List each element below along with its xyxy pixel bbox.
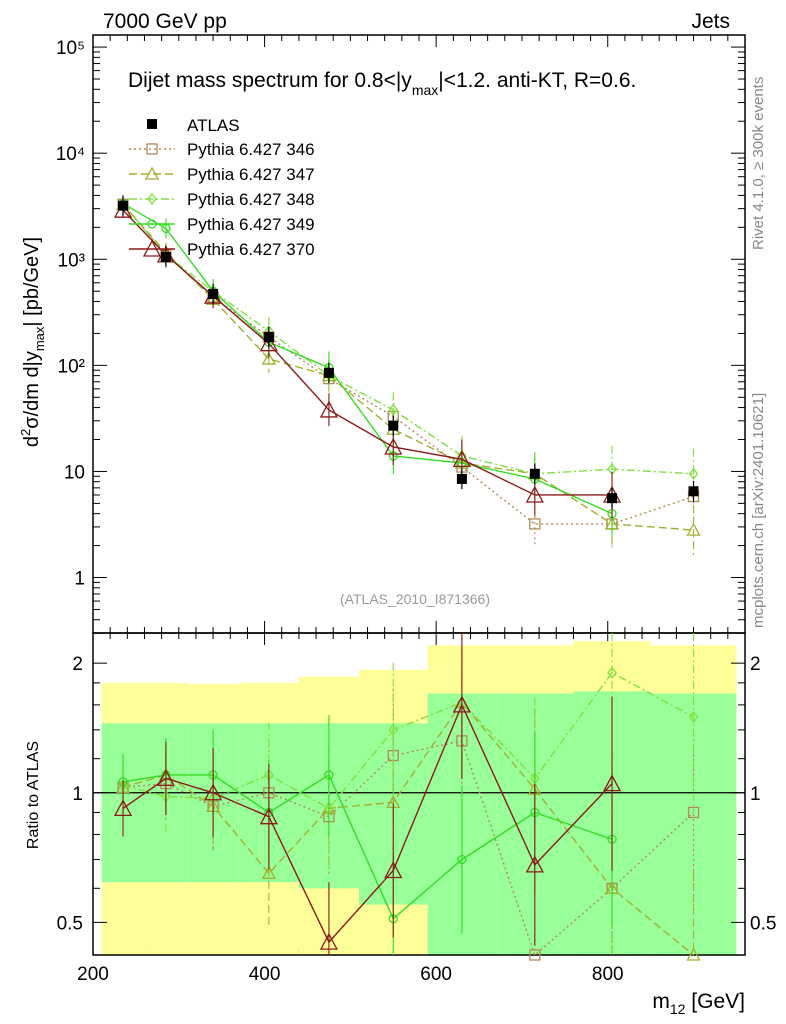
series-point — [319, 400, 339, 418]
y-tick-label: 10⁵ — [56, 38, 85, 59]
ratio-tick-label: 0.5 — [750, 913, 776, 934]
ratio-tick-label: 0.5 — [57, 913, 83, 934]
data-point — [208, 289, 219, 300]
ratio-point — [687, 806, 700, 819]
ratio-point — [529, 949, 541, 961]
data-point — [118, 200, 129, 211]
data-point — [456, 473, 467, 484]
ratio-point — [204, 783, 223, 801]
ratio-panel-frame — [92, 632, 746, 956]
series-point — [259, 334, 278, 352]
ratio-y-axis-label: Ratio to ATLAS — [25, 741, 42, 849]
legend-marker — [147, 219, 157, 229]
x-tick-label: 200 — [77, 964, 109, 985]
ratio-tick-label: 1 — [72, 784, 83, 805]
data-point — [160, 252, 171, 263]
series-point — [261, 351, 276, 365]
rivet-version-label: Rivet 4.1.0, ≥ 300k events — [750, 77, 767, 250]
ratio-point — [607, 666, 617, 679]
ratio-point — [686, 947, 701, 961]
data-point — [688, 486, 699, 497]
series-line — [122, 203, 694, 475]
ratio-point — [688, 710, 699, 723]
data-point — [388, 420, 399, 431]
x-tick-label: 600 — [420, 964, 452, 985]
legend-marker-atlas — [147, 119, 157, 129]
ratio-point — [319, 932, 339, 950]
ratio-tick-label: 2 — [750, 654, 761, 675]
legend-marker — [144, 166, 160, 180]
ratio-series-line — [122, 740, 695, 957]
legend-marker — [146, 143, 158, 155]
legend-label: Pythia 6.427 370 — [187, 240, 315, 259]
ratio-point — [259, 807, 278, 825]
x-tick-label: 800 — [592, 964, 624, 985]
ratio-point — [261, 865, 276, 879]
series-point — [688, 467, 699, 480]
y-axis-label: d2σ/dm d|ymax| [pb/GeV] — [18, 237, 47, 447]
ratio-series-line — [122, 671, 694, 810]
legend-label: Pythia 6.427 346 — [187, 140, 315, 159]
analysis-label: (ATLAS_2010_I871366) — [340, 591, 490, 607]
data-point — [263, 332, 274, 343]
legend-marker — [147, 192, 157, 206]
series-point — [452, 449, 471, 468]
data-point — [529, 468, 540, 479]
ratio-point — [324, 770, 334, 780]
series-point — [686, 522, 701, 536]
ratio-series-line — [122, 701, 694, 956]
ratio-point — [384, 861, 403, 879]
y-tick-label: 10 — [64, 462, 85, 483]
legend-label: Pythia 6.427 349 — [187, 215, 315, 234]
ratio-point — [525, 855, 544, 873]
x-axis-label: m12 [GeV] — [652, 990, 745, 1017]
y-tick-label: 10⁴ — [56, 144, 85, 165]
ratio-point — [457, 854, 467, 865]
ratio-point — [602, 774, 622, 792]
x-tick-label: 400 — [249, 964, 281, 985]
series-point — [388, 403, 399, 416]
beam-energy-label: 7000 GeV pp — [103, 10, 227, 33]
ratio-point — [156, 769, 176, 787]
series-point — [384, 437, 403, 455]
chart-title: Dijet mass spectrum for 0.8<|ymax|<1.2. … — [128, 69, 636, 98]
y-tick-label: 10³ — [58, 250, 85, 271]
category-label: Jets — [691, 10, 730, 33]
legend-label-atlas: ATLAS — [187, 116, 240, 135]
series-point — [529, 518, 541, 530]
data-point — [323, 367, 334, 378]
source-label: mcplots.cern.ch [arXiv:2401.10621] — [750, 393, 767, 628]
series-point — [525, 485, 544, 503]
ratio-tick-label: 1 — [750, 784, 761, 805]
ratio-tick-label: 2 — [72, 654, 83, 675]
y-tick-label: 10² — [58, 356, 85, 377]
y-tick-label: 1 — [74, 569, 85, 590]
legend-label: Pythia 6.427 348 — [187, 190, 315, 209]
data-point — [607, 493, 618, 504]
legend-marker — [142, 239, 162, 257]
ratio-point — [452, 695, 471, 713]
legend-label: Pythia 6.427 347 — [187, 165, 315, 184]
ratio-point — [113, 798, 133, 817]
ratio-point — [388, 723, 399, 736]
